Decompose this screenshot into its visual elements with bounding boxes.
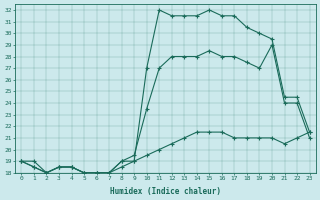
X-axis label: Humidex (Indice chaleur): Humidex (Indice chaleur) — [110, 187, 221, 196]
